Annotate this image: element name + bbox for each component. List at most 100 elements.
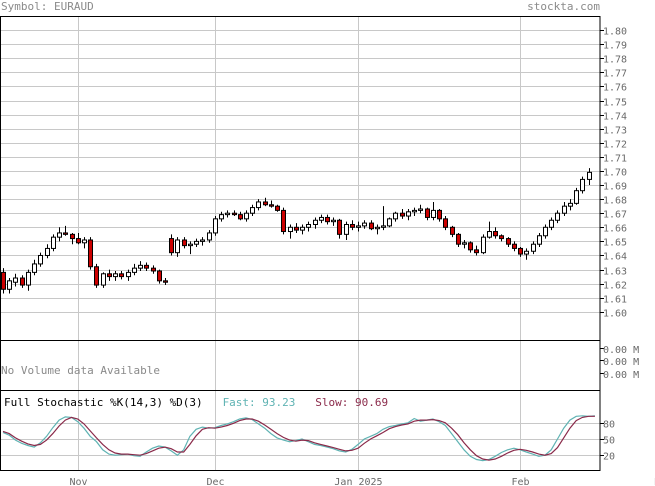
candle-body: [1, 271, 6, 290]
candle-body: [425, 208, 430, 218]
candle-body: [337, 219, 342, 235]
candle-body: [138, 264, 143, 269]
candle-body: [350, 223, 355, 228]
candle-body: [88, 239, 93, 268]
candle-body: [76, 238, 81, 244]
price-tick-label: 1.63: [603, 267, 627, 278]
price-tick-label: 1.77: [603, 69, 627, 80]
candle-body: [431, 209, 436, 218]
candle-body: [38, 254, 43, 265]
candle-body: [163, 280, 168, 283]
price-tick-label: 1.60: [603, 309, 627, 320]
stochastic-slow-line: [2, 415, 595, 461]
candle-body: [119, 273, 124, 278]
candle-body: [325, 216, 330, 223]
candle-body: [437, 209, 442, 220]
site-link[interactable]: stockta.com: [527, 0, 600, 13]
candle-body: [580, 178, 585, 192]
candle-body: [306, 223, 311, 228]
stochastic-y-axis: 20 50 80: [600, 420, 615, 463]
candle-body: [506, 238, 511, 245]
candle-body: [256, 201, 261, 209]
price-y-axis: 1.60 1.61 1.62 1.63 1.64 1.65 1.66 1.67 1.68 1.69…: [600, 27, 627, 320]
price-tick-label: 1.67: [603, 210, 627, 221]
stochastic-tick-label: 50: [603, 436, 615, 447]
candle-body: [518, 247, 523, 255]
candle-body: [219, 214, 224, 220]
candle-body: [462, 242, 467, 245]
price-tick-label: 1.68: [603, 196, 627, 207]
candle-body: [574, 190, 579, 204]
stochastic-tick-label: 20: [603, 452, 615, 463]
stochastic-tick-label: 80: [603, 420, 615, 431]
panel-frames: [0, 16, 601, 471]
x-tick-label: Dec: [206, 477, 224, 486]
candle-body: [456, 233, 461, 245]
candle-body: [512, 243, 517, 249]
price-tick-label: 1.76: [603, 83, 627, 94]
candle-body: [412, 209, 417, 213]
candle-body: [207, 232, 212, 241]
candle-body: [400, 212, 405, 217]
candle-body: [474, 249, 479, 254]
candle-body: [319, 216, 324, 221]
price-grid: [0, 16, 600, 390]
candle-body: [481, 236, 486, 254]
candle-body: [225, 212, 230, 216]
symbol-label: Symbol: EURAUD: [1, 0, 94, 13]
fast-value-label: Fast: 93.23: [222, 396, 296, 409]
panel-frame: [0, 16, 601, 341]
candle-body: [70, 233, 75, 240]
candle-body: [20, 277, 25, 286]
candle-body: [269, 204, 274, 207]
no-volume-message: No Volume data Available: [1, 364, 160, 377]
candle-body: [294, 226, 299, 231]
x-tick-label: Feb: [511, 477, 529, 486]
candle-body: [568, 202, 573, 207]
price-tick-label: 1.74: [603, 112, 627, 123]
candle-body: [244, 212, 249, 220]
stochastic-fast-line: [2, 415, 595, 462]
price-tick-label: 1.79: [603, 41, 627, 52]
candle-body: [549, 219, 554, 228]
candle-body: [132, 267, 137, 273]
candle-body: [26, 271, 31, 286]
price-tick-label: 1.78: [603, 55, 627, 66]
candle-body: [443, 218, 448, 228]
candle-body: [531, 243, 536, 252]
candle-body: [175, 239, 180, 254]
candle-body: [362, 222, 367, 227]
candle-body: [543, 226, 548, 237]
candle-body: [369, 222, 374, 230]
candle-body: [468, 242, 473, 251]
candle-body: [300, 226, 305, 231]
candle-body: [188, 243, 193, 247]
candle-body: [381, 225, 386, 228]
candle-body: [94, 266, 99, 286]
candle-body: [331, 219, 336, 223]
candle-body: [387, 218, 392, 227]
candle-body: [493, 231, 498, 237]
candle-body: [356, 225, 361, 228]
stochastic-legend: Full Stochastic %K(14,3) %D(3) Fast: 93.…: [4, 396, 388, 410]
candle-body: [51, 236, 56, 249]
price-tick-label: 1.69: [603, 182, 627, 193]
candle-body: [524, 250, 529, 255]
candle-body: [238, 214, 243, 220]
candle-body: [7, 280, 12, 290]
candle-body: [344, 223, 349, 235]
candle-body: [587, 171, 592, 180]
candle-body: [499, 235, 504, 240]
candle-body: [250, 207, 255, 214]
volume-tick-label: 0.00 M: [603, 370, 639, 381]
price-tick-label: 1.66: [603, 224, 627, 235]
candle-body: [232, 212, 237, 216]
candle-body: [144, 264, 149, 269]
price-tick-label: 1.73: [603, 126, 627, 137]
candle-body: [406, 211, 411, 217]
candle-body: [157, 270, 162, 282]
candle-body: [375, 226, 380, 230]
candle-body: [107, 273, 112, 278]
